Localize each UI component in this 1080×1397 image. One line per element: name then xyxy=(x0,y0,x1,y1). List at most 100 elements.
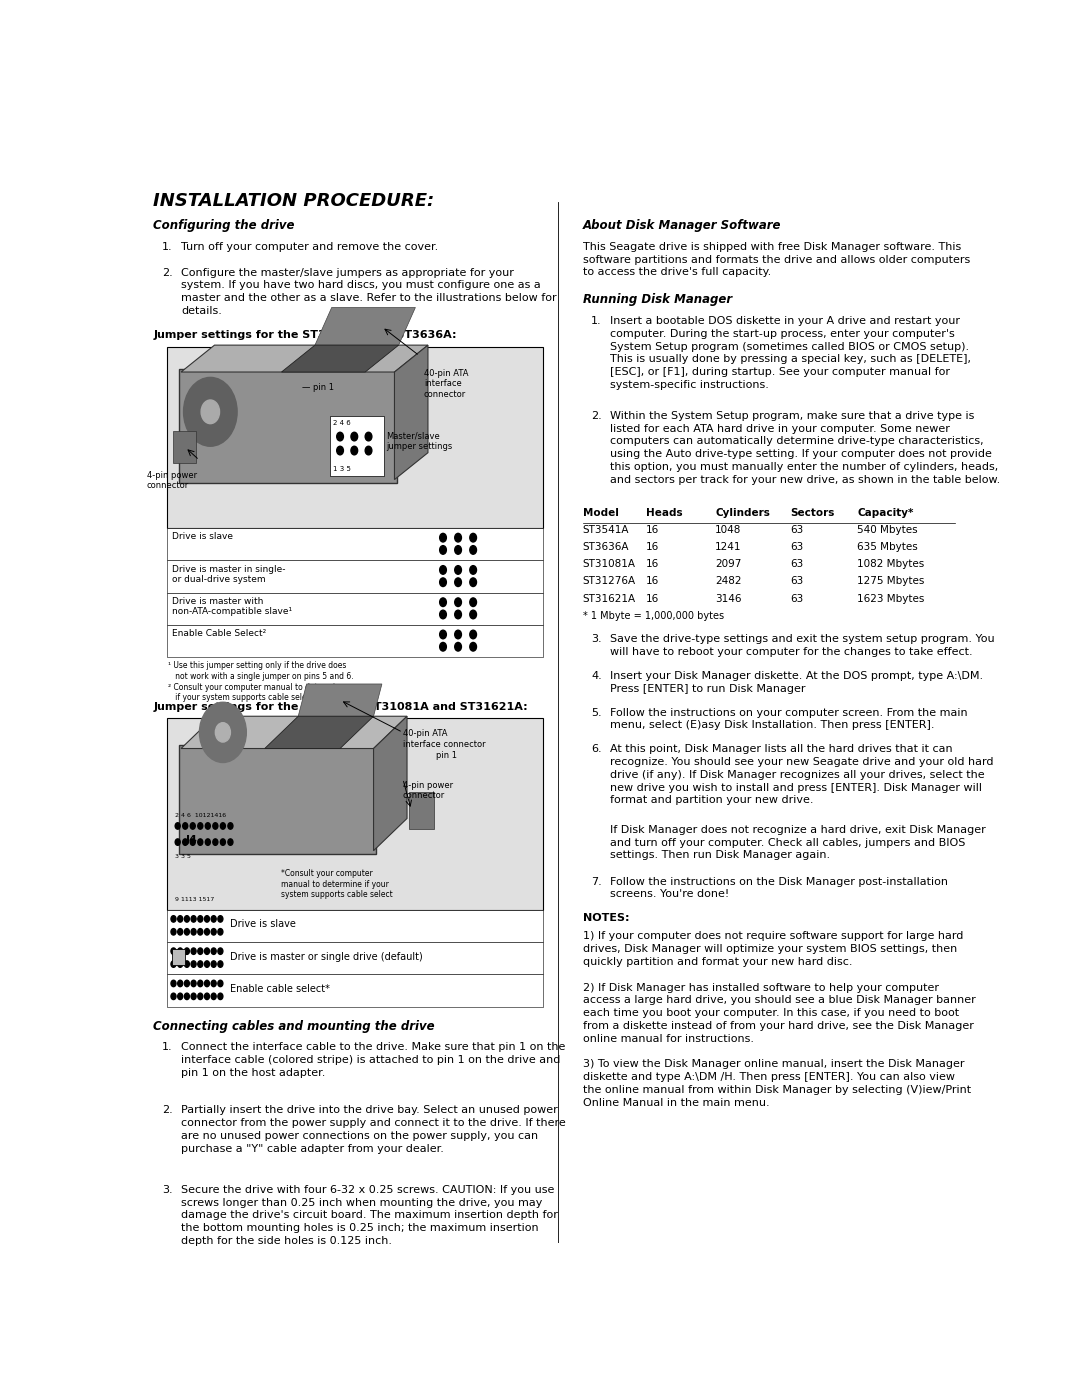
Text: 63: 63 xyxy=(791,559,804,569)
Circle shape xyxy=(455,630,461,638)
Circle shape xyxy=(470,630,476,638)
Circle shape xyxy=(440,610,446,619)
Circle shape xyxy=(351,432,357,441)
Circle shape xyxy=(198,993,203,1000)
FancyBboxPatch shape xyxy=(178,369,397,483)
Circle shape xyxy=(205,823,211,830)
Text: Secure the drive with four 6-32 x 0.25 screws. CAUTION: If you use
screws longer: Secure the drive with four 6-32 x 0.25 s… xyxy=(181,1185,558,1246)
Text: ² Consult your computer manual to determine
   if your system supports cable sel: ² Consult your computer manual to determ… xyxy=(168,683,346,703)
Bar xyxy=(166,528,543,560)
Text: Model: Model xyxy=(583,507,619,517)
Circle shape xyxy=(215,722,230,742)
Text: 1 3 5: 1 3 5 xyxy=(334,467,351,472)
Text: NOTES:: NOTES: xyxy=(583,914,630,923)
Text: 1.: 1. xyxy=(591,316,602,326)
Circle shape xyxy=(455,578,461,587)
Text: 1082 Mbytes: 1082 Mbytes xyxy=(858,559,924,569)
Text: 4.: 4. xyxy=(591,671,602,682)
Polygon shape xyxy=(374,717,407,851)
Text: 3 3 5: 3 3 5 xyxy=(175,854,191,859)
Text: Drive is slave: Drive is slave xyxy=(172,532,233,541)
Circle shape xyxy=(204,915,210,922)
Text: Insert your Disk Manager diskette. At the DOS prompt, type A:\DM.
Press [ENTER] : Insert your Disk Manager diskette. At th… xyxy=(610,671,984,694)
Circle shape xyxy=(212,915,216,922)
Bar xyxy=(166,975,543,1007)
Text: About Disk Manager Software: About Disk Manager Software xyxy=(583,219,781,232)
Circle shape xyxy=(190,838,195,845)
Text: 63: 63 xyxy=(791,594,804,604)
Circle shape xyxy=(213,823,218,830)
Circle shape xyxy=(178,981,183,986)
Circle shape xyxy=(185,993,189,1000)
Circle shape xyxy=(178,961,183,967)
Text: 16: 16 xyxy=(646,542,659,552)
Circle shape xyxy=(220,823,226,830)
Circle shape xyxy=(178,929,183,935)
Text: INSTALLATION PROCEDURE:: INSTALLATION PROCEDURE: xyxy=(153,193,434,211)
Circle shape xyxy=(213,838,218,845)
Circle shape xyxy=(191,929,197,935)
Text: Connect the interface cable to the drive. Make sure that pin 1 on the
interface : Connect the interface cable to the drive… xyxy=(181,1042,566,1077)
Text: Drive is slave: Drive is slave xyxy=(230,919,296,929)
Bar xyxy=(166,348,543,528)
FancyBboxPatch shape xyxy=(330,416,383,476)
Circle shape xyxy=(191,915,197,922)
Text: Follow the instructions on the Disk Manager post-installation
screens. You're do: Follow the instructions on the Disk Mana… xyxy=(610,876,948,900)
Circle shape xyxy=(198,961,203,967)
Circle shape xyxy=(218,981,222,986)
Text: 40-pin ATA
interface
connector: 40-pin ATA interface connector xyxy=(423,369,469,398)
Circle shape xyxy=(171,929,176,935)
Circle shape xyxy=(204,981,210,986)
Text: Enable cable select*: Enable cable select* xyxy=(230,983,329,993)
Circle shape xyxy=(218,993,222,1000)
Text: ST31621A: ST31621A xyxy=(583,594,636,604)
Polygon shape xyxy=(315,307,416,345)
Circle shape xyxy=(470,546,476,555)
Text: 1.: 1. xyxy=(162,242,173,251)
Text: 4-pin power
connector: 4-pin power connector xyxy=(403,781,453,800)
Polygon shape xyxy=(181,345,428,372)
Circle shape xyxy=(191,949,197,954)
Text: 1241: 1241 xyxy=(715,542,742,552)
Circle shape xyxy=(198,838,203,845)
Text: 1.: 1. xyxy=(162,1042,173,1052)
Text: *Consult your computer
manual to determine if your
system supports cable select: *Consult your computer manual to determi… xyxy=(282,869,393,900)
Circle shape xyxy=(204,961,210,967)
Circle shape xyxy=(365,446,372,455)
Circle shape xyxy=(212,961,216,967)
Circle shape xyxy=(184,377,238,446)
Circle shape xyxy=(218,961,222,967)
Bar xyxy=(166,592,543,624)
Text: 5.: 5. xyxy=(591,708,602,718)
Text: Connecting cables and mounting the drive: Connecting cables and mounting the drive xyxy=(153,1020,435,1032)
Text: 16: 16 xyxy=(646,525,659,535)
Circle shape xyxy=(178,993,183,1000)
Circle shape xyxy=(218,915,222,922)
Circle shape xyxy=(190,823,195,830)
FancyBboxPatch shape xyxy=(178,745,376,854)
Circle shape xyxy=(198,915,203,922)
Text: Jumper settings for the ST3541A, ST31081A and ST31621A:: Jumper settings for the ST3541A, ST31081… xyxy=(153,703,528,712)
Circle shape xyxy=(171,981,176,986)
Text: Configuring the drive: Configuring the drive xyxy=(153,219,295,232)
Bar xyxy=(166,624,543,657)
Circle shape xyxy=(440,578,446,587)
Circle shape xyxy=(183,823,188,830)
Circle shape xyxy=(185,981,189,986)
Circle shape xyxy=(337,432,343,441)
Circle shape xyxy=(198,949,203,954)
Text: 7.: 7. xyxy=(591,876,602,887)
Circle shape xyxy=(171,915,176,922)
Text: 2097: 2097 xyxy=(715,559,741,569)
Text: Master/slave
jumper settings: Master/slave jumper settings xyxy=(387,432,453,451)
Text: 2 4 6: 2 4 6 xyxy=(334,420,351,426)
Circle shape xyxy=(185,929,189,935)
Text: Heads: Heads xyxy=(646,507,683,517)
Circle shape xyxy=(191,981,197,986)
Circle shape xyxy=(220,838,226,845)
Circle shape xyxy=(178,915,183,922)
Circle shape xyxy=(455,566,461,574)
Circle shape xyxy=(198,981,203,986)
Text: 6.: 6. xyxy=(591,745,602,754)
Text: Drive is master with
non-ATA-compatible slave¹: Drive is master with non-ATA-compatible … xyxy=(172,597,292,616)
